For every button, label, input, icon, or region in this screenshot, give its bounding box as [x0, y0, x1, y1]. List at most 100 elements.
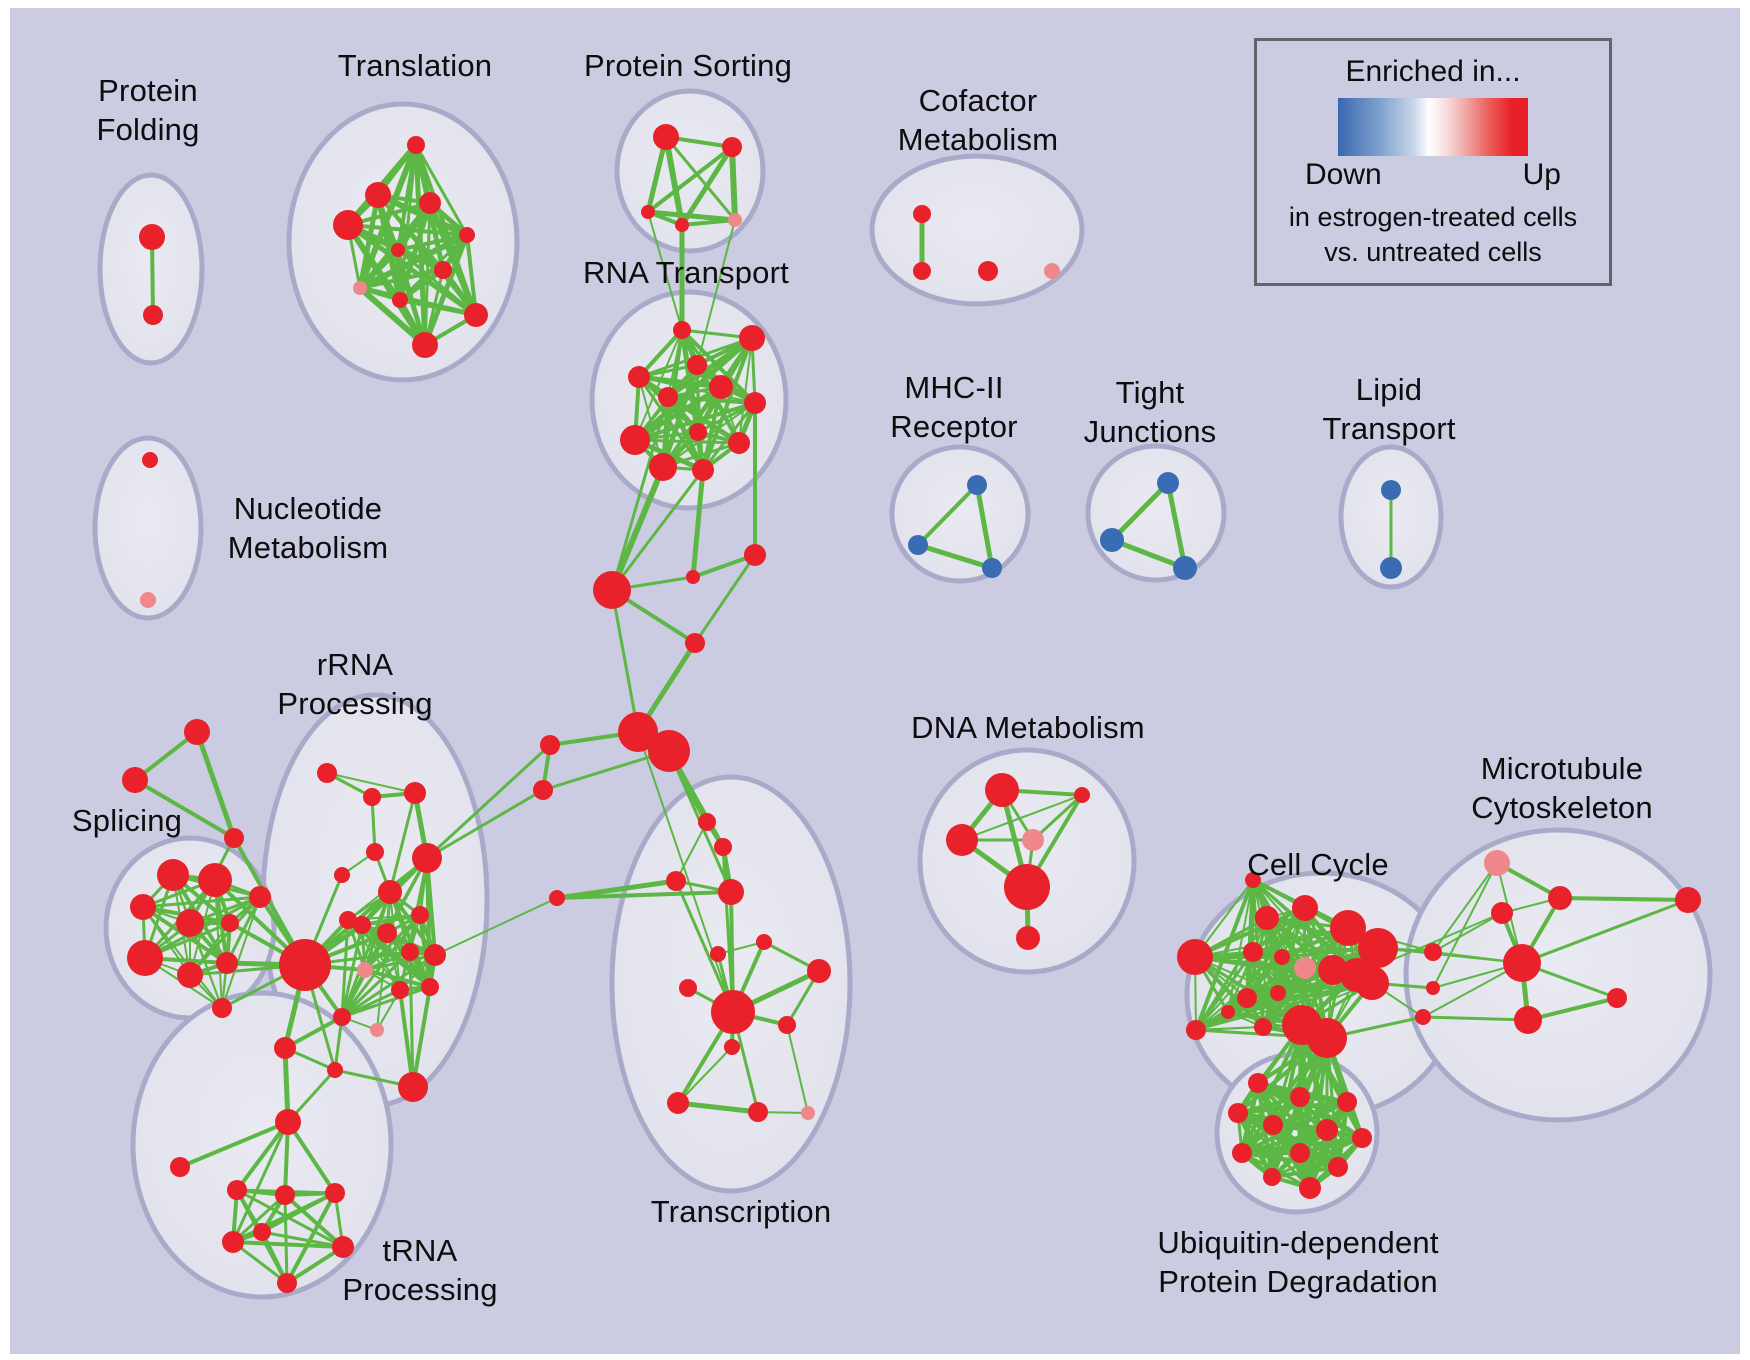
edge-v10-v11 [1270, 1165, 1340, 1179]
node-s1 [157, 859, 189, 891]
edge-v11-k19 [1269, 1035, 1330, 1180]
edge-j2-j3 [1109, 537, 1188, 571]
node-n9 [620, 425, 650, 455]
node-u1 [275, 1109, 301, 1135]
node-r18 [370, 1023, 384, 1037]
edge-u6-u7 [231, 1240, 345, 1249]
node-r9 [339, 911, 357, 929]
edge-m1-m3 [974, 482, 995, 571]
node-T5 [459, 227, 475, 243]
node-ps4 [675, 218, 689, 232]
edge-c3-c4 [693, 553, 757, 645]
edge-r1-r3 [326, 772, 416, 794]
legend-subtitle-line1: in estrogen-treated cells [1288, 202, 1578, 232]
edge-T4-T5 [346, 223, 469, 237]
node-f2 [913, 262, 931, 280]
edge-T7-T8 [358, 268, 445, 290]
edge-T6-T8 [357, 247, 401, 291]
node-u5 [325, 1183, 345, 1203]
node-c8 [533, 780, 553, 800]
node-k12 [1355, 966, 1389, 1000]
edge-m1-m2 [916, 483, 979, 547]
legend-down-label: Down [1305, 158, 1382, 191]
node-j1 [1157, 472, 1179, 494]
edge-w7-w4 [1520, 898, 1690, 965]
node-v8 [1232, 1143, 1252, 1163]
node-s2 [198, 863, 232, 897]
node-s5 [221, 914, 239, 932]
node-m2 [908, 535, 928, 555]
node-t14 [801, 1106, 815, 1120]
node-w3 [1491, 902, 1513, 924]
node-m1 [967, 475, 987, 495]
node-d4 [1022, 829, 1044, 851]
node-n1 [673, 321, 691, 339]
node-n12 [692, 459, 714, 481]
edge-j1-j2 [1109, 480, 1171, 543]
node-n5 [658, 387, 678, 407]
edge-g2-g3 [133, 778, 236, 840]
edge-u4-u6 [231, 1193, 287, 1244]
node-k1 [1177, 939, 1213, 975]
node-v3 [1337, 1092, 1357, 1112]
node-u4 [275, 1185, 295, 1205]
edge-c7-r5 [425, 743, 552, 860]
node-c9 [549, 890, 565, 906]
node-c1 [593, 571, 631, 609]
node-u6 [222, 1231, 244, 1253]
node-r14 [357, 962, 373, 978]
node-r3 [404, 782, 426, 804]
node-t8 [679, 979, 697, 997]
node-j3 [1173, 556, 1197, 580]
cluster-ellipse-mhc-ii-receptor [889, 444, 1031, 584]
edge-T8-T11 [357, 285, 428, 348]
edge-u1-u2 [178, 1120, 290, 1169]
node-l1 [1381, 480, 1401, 500]
edge-n6-n9 [632, 384, 724, 443]
node-f1 [913, 205, 931, 223]
edge-n6-n12 [701, 385, 723, 472]
node-w6 [1607, 988, 1627, 1008]
edge-r7-r16 [388, 890, 432, 989]
node-g2 [122, 767, 148, 793]
node-v9 [1290, 1143, 1310, 1163]
edge-T1-T5 [414, 143, 469, 237]
node-t1 [698, 813, 716, 831]
node-n8 [689, 423, 707, 441]
node-pf2 [143, 305, 163, 325]
edge-d2-d3 [961, 794, 1083, 841]
edge-ps2-ps5 [729, 144, 738, 223]
edge-m2-m3 [915, 542, 995, 571]
edge-n3-n12 [637, 375, 705, 472]
edge-g1-g2 [133, 730, 199, 782]
edge-n4-n11 [660, 362, 700, 470]
legend-gradient-bar [1338, 98, 1528, 156]
node-c5 [618, 712, 658, 752]
node-s3 [130, 894, 156, 920]
node-c7 [540, 735, 560, 755]
node-w7 [1675, 887, 1701, 913]
edge-ps2-ps4 [679, 144, 735, 228]
edge-r5-r16 [425, 856, 432, 989]
edge-r3-r7 [388, 791, 417, 894]
edge-r18-r11 [376, 932, 388, 1031]
edge-w5-w6 [1526, 996, 1619, 1022]
edge-u1-u3 [235, 1120, 290, 1192]
legend-up-label: Up [1522, 158, 1561, 191]
node-k8 [1274, 949, 1290, 965]
edge-n2-n10 [738, 337, 753, 444]
node-v12 [1299, 1177, 1321, 1199]
node-x1 [1424, 943, 1442, 961]
node-T4 [333, 210, 363, 240]
edge-ps1-ps5 [664, 135, 737, 222]
node-ps3 [641, 205, 655, 219]
node-k13 [1237, 988, 1257, 1008]
node-ps5 [728, 213, 742, 227]
node-t6 [710, 946, 726, 962]
edge-v3-v4 [1236, 1100, 1349, 1115]
node-T9 [392, 292, 408, 308]
node-r13 [424, 944, 446, 966]
node-t3 [666, 871, 686, 891]
